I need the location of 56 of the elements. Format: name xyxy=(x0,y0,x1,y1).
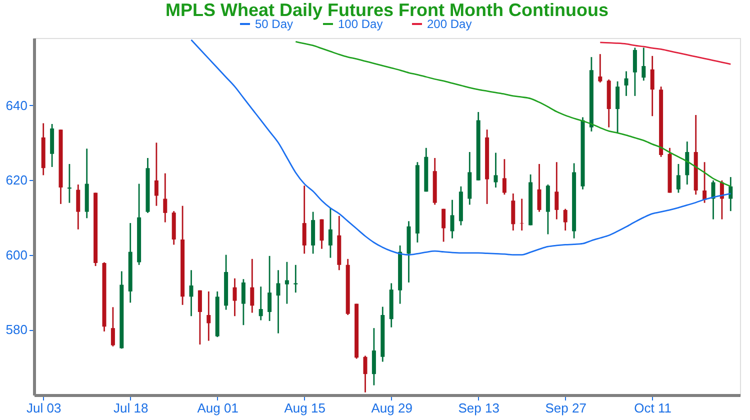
candlestick xyxy=(241,278,246,326)
candlestick xyxy=(294,264,298,294)
candlestick xyxy=(320,218,324,250)
candlestick xyxy=(302,184,306,254)
x-tick-label: Oct 11 xyxy=(634,400,672,416)
legend-label: 50 Day xyxy=(255,17,294,31)
candlestick xyxy=(616,80,620,134)
x-tick-label: Aug 15 xyxy=(284,400,326,416)
x-tick-label: Jul 03 xyxy=(26,400,62,416)
x-tick-label: Aug 01 xyxy=(197,400,238,416)
candlestick xyxy=(284,261,289,304)
legend-label: 200 Day xyxy=(427,17,472,31)
candlestick xyxy=(250,258,254,314)
candlestick xyxy=(598,53,602,84)
candlestick xyxy=(154,142,158,207)
candlestick xyxy=(554,161,559,220)
x-tick-label: Aug 29 xyxy=(371,400,412,416)
candlestick xyxy=(520,198,524,232)
candlestick xyxy=(685,140,690,186)
candlestick xyxy=(632,47,637,97)
candlestick xyxy=(537,163,542,213)
candlestick xyxy=(372,327,376,386)
candlestick xyxy=(511,192,516,232)
x-tick-label: Sep 27 xyxy=(545,400,586,416)
x-tick-label: Jul 18 xyxy=(114,400,148,416)
candlestick xyxy=(110,306,115,348)
candlestick xyxy=(189,269,194,317)
candlestick xyxy=(163,172,168,223)
candlestick xyxy=(328,207,332,259)
candlestick xyxy=(624,70,628,97)
candlestick xyxy=(206,290,211,342)
candlestick xyxy=(258,286,263,321)
candlestick xyxy=(232,278,237,317)
x-tick-label: Sep 13 xyxy=(458,400,500,416)
y-tick-label: 640 xyxy=(6,98,28,113)
line-series xyxy=(190,39,732,256)
candlestick xyxy=(502,158,506,196)
candlestick xyxy=(276,269,280,334)
candlestick xyxy=(450,199,454,240)
candlestick xyxy=(642,47,646,82)
candlestick xyxy=(563,208,568,232)
legend-label: 100 Day xyxy=(338,17,383,31)
candlestick xyxy=(494,152,498,188)
candlestick xyxy=(676,163,680,194)
candlestick xyxy=(650,55,654,117)
candlestick xyxy=(268,255,272,322)
candlestick xyxy=(76,184,80,230)
candlestick xyxy=(442,208,446,242)
y-tick-label: 620 xyxy=(6,172,28,188)
candlestick xyxy=(363,355,368,394)
line-series xyxy=(599,42,732,65)
y-tick-label: 580 xyxy=(6,322,28,338)
candlestick xyxy=(728,176,733,212)
candlestick xyxy=(198,290,202,346)
y-tick-label: 600 xyxy=(6,247,28,262)
chart-title: MPLS Wheat Daily Futures Front Month Continuous xyxy=(166,0,608,20)
